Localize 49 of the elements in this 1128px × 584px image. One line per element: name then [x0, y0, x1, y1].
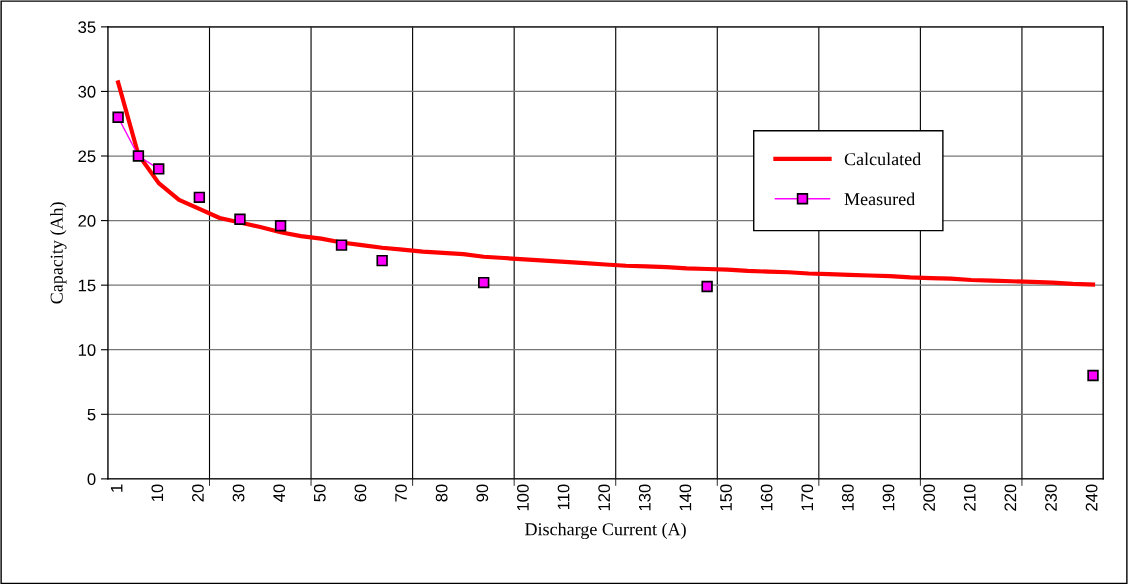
point	[335, 239, 348, 251]
x-tick-label: 170	[801, 484, 814, 511]
point	[234, 213, 246, 225]
legend-label: Calculated	[844, 152, 921, 166]
x-tick-label: 60	[354, 484, 367, 502]
y-tick-label: 0	[87, 473, 96, 486]
x-tick-label: 120	[598, 484, 611, 511]
x-tick-label: 180	[841, 484, 854, 511]
x-tick-label: 240	[1085, 484, 1098, 511]
x-tick-label: 190	[882, 484, 895, 511]
x-tick-label: 130	[638, 484, 651, 511]
line-series	[116, 80, 1096, 287]
point	[274, 220, 287, 232]
legend-label: Measured	[844, 192, 915, 206]
point	[376, 254, 388, 267]
x-tick-label: 160	[760, 484, 773, 511]
x-tick-label: 80	[435, 484, 448, 502]
x-tick-label: 1	[110, 484, 123, 492]
point	[153, 163, 165, 175]
x-tick-label: 210	[963, 484, 976, 511]
x-tick-label: 140	[679, 484, 692, 511]
point	[112, 111, 124, 123]
x-tick-label: 200	[923, 484, 936, 511]
x-tick-label: 230	[1045, 484, 1057, 511]
y-tick-label: 5	[87, 408, 96, 421]
point	[193, 191, 206, 204]
x-tick-label: 70	[395, 484, 407, 502]
x-tick-label: 50	[313, 484, 326, 502]
x-tick-label: 100	[517, 484, 529, 511]
y-tick-label: 15	[78, 279, 96, 292]
y-tick-label: 10	[78, 344, 96, 356]
y-tick-label: 30	[78, 85, 96, 98]
point	[132, 150, 145, 162]
x-tick-label: 40	[273, 484, 286, 502]
x-tick-label: 220	[1004, 484, 1017, 511]
x-tick-label: 10	[151, 484, 164, 502]
x-tick-label: 150	[720, 484, 732, 511]
x-axis-title: Discharge Current (A)	[525, 522, 686, 540]
y-axis-title: Capacity (Ah)	[50, 202, 67, 304]
point	[701, 280, 713, 293]
y-tick-label: 20	[78, 214, 96, 227]
y-tick-label: 25	[78, 150, 96, 163]
x-tick-label: 110	[557, 484, 570, 510]
x-tick-label: 30	[232, 484, 245, 502]
x-tick-label: 90	[476, 484, 489, 502]
x-tick-label: 20	[192, 484, 204, 502]
point	[478, 276, 490, 289]
point	[1087, 369, 1099, 382]
y-tick-label: 35	[78, 21, 96, 34]
